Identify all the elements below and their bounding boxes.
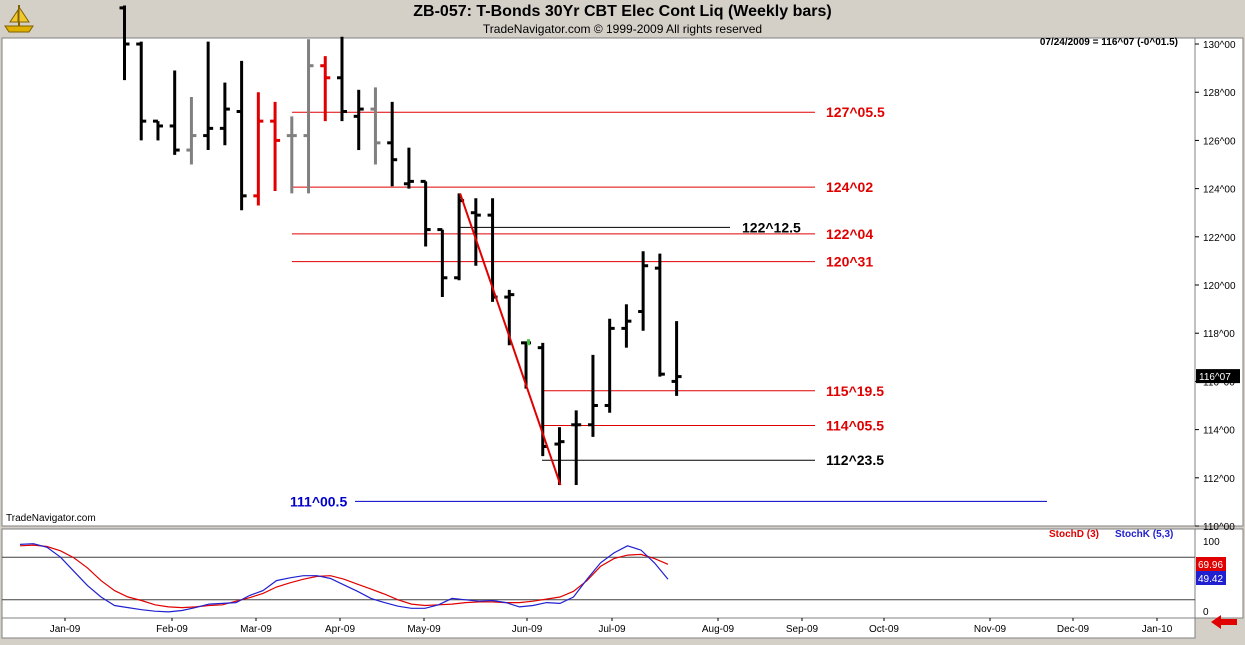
price-bar [587, 354, 598, 437]
price-bar [203, 41, 214, 151]
level-label: 112^23.5 [826, 452, 884, 468]
price-bar [303, 39, 314, 194]
price-bar [470, 198, 481, 266]
price-bar [169, 70, 180, 155]
level-label: 122^12.5 [742, 219, 801, 235]
price-bar [136, 41, 147, 141]
stoch-d-legend: StochD (3) [1049, 529, 1099, 540]
price-bar [604, 318, 615, 413]
stoch-k-legend: StochK (5,3) [1115, 529, 1173, 540]
date-tick-label: Dec-09 [1057, 624, 1090, 635]
price-bar [119, 5, 130, 81]
downtrend-line [459, 193, 562, 486]
price-bar [621, 304, 632, 348]
level-label: 122^04 [826, 226, 873, 242]
date-tick-label: Mar-09 [240, 624, 272, 635]
level-label: 120^31 [826, 254, 873, 270]
stoch-tick-label: 0 [1203, 607, 1209, 618]
last-price-label: 116^07 [1199, 372, 1231, 383]
stoch-k-line [19, 543, 669, 613]
scroll-right-arrow-icon[interactable] [1211, 615, 1237, 634]
price-tick-label: 110^00 [1203, 522, 1235, 533]
price-tick-label: 124^00 [1203, 185, 1236, 196]
date-tick-label: Jan-10 [1142, 624, 1173, 635]
last-price-box [1196, 369, 1240, 384]
price-bar [437, 228, 448, 298]
date-tick-label: May-09 [407, 624, 441, 635]
price-bar [420, 179, 431, 247]
watermark-text: TradeNavigator.com [6, 513, 96, 524]
price-bar [571, 410, 582, 486]
date-tick-label: Jan-09 [50, 624, 81, 635]
price-bar [286, 116, 297, 194]
green-marker [527, 339, 531, 346]
date-tick-label: Aug-09 [702, 624, 735, 635]
price-bar [671, 321, 682, 396]
price-panel [1, 37, 1196, 527]
date-axis-panel [1, 617, 1196, 639]
level-label: 124^02 [826, 179, 873, 195]
price-bar [253, 92, 264, 206]
price-bar [370, 87, 381, 165]
price-tick-label: 126^00 [1203, 136, 1236, 147]
price-tick-label: 112^00 [1203, 474, 1235, 485]
last-quote-readout: 07/24/2009 = 116^07 (-0^01.5) [1039, 37, 1178, 48]
ship-logo-icon [2, 2, 36, 36]
price-bar [654, 253, 665, 377]
level-label: 114^05.5 [826, 418, 884, 434]
level-label: 127^05.5 [826, 104, 885, 120]
price-tick-label: 118^00 [1203, 329, 1235, 340]
stochastic-panel [1, 528, 1196, 619]
date-tick-label: Nov-09 [974, 624, 1007, 635]
price-bar [152, 119, 163, 141]
price-bar [638, 251, 649, 331]
price-bar [554, 427, 565, 486]
price-bar [353, 89, 364, 151]
level-label: 115^19.5 [826, 383, 884, 399]
stoch-value-label: 69.96 [1198, 560, 1223, 571]
chart-subtitle: TradeNavigator.com © 1999-2009 All right… [482, 22, 763, 36]
stoch-d-line [19, 544, 669, 609]
price-tick-label: 114^00 [1203, 426, 1235, 437]
price-tick-label: 122^00 [1203, 233, 1236, 244]
price-tick-label: 130^00 [1203, 40, 1236, 51]
date-tick-label: Feb-09 [156, 624, 188, 635]
price-tick-label: 128^00 [1203, 88, 1236, 99]
price-bar [186, 97, 197, 165]
stoch-value-box [1196, 557, 1226, 571]
price-bar [387, 101, 398, 187]
level-label: 111^00.5 [290, 493, 347, 509]
date-tick-label: Apr-09 [325, 624, 355, 635]
stoch-value-box [1196, 571, 1226, 585]
price-bar [236, 60, 247, 211]
date-tick-label: Sep-09 [786, 624, 819, 635]
date-tick-label: Jul-09 [598, 624, 626, 635]
price-bar [320, 56, 331, 122]
price-axis-panel [1194, 37, 1244, 527]
price-bar [270, 101, 281, 192]
price-bar [336, 36, 347, 122]
price-bar [403, 147, 414, 189]
stoch-value-label: 49.42 [1198, 574, 1223, 585]
price-bar [219, 82, 230, 146]
stoch-tick-label: 100 [1203, 537, 1220, 548]
price-tick-label: 120^00 [1203, 281, 1236, 292]
date-tick-label: Jun-09 [512, 624, 543, 635]
date-tick-label: Oct-09 [869, 624, 899, 635]
chart-title: ZB-057: T-Bonds 30Yr CBT Elec Cont Liq (… [413, 3, 832, 20]
